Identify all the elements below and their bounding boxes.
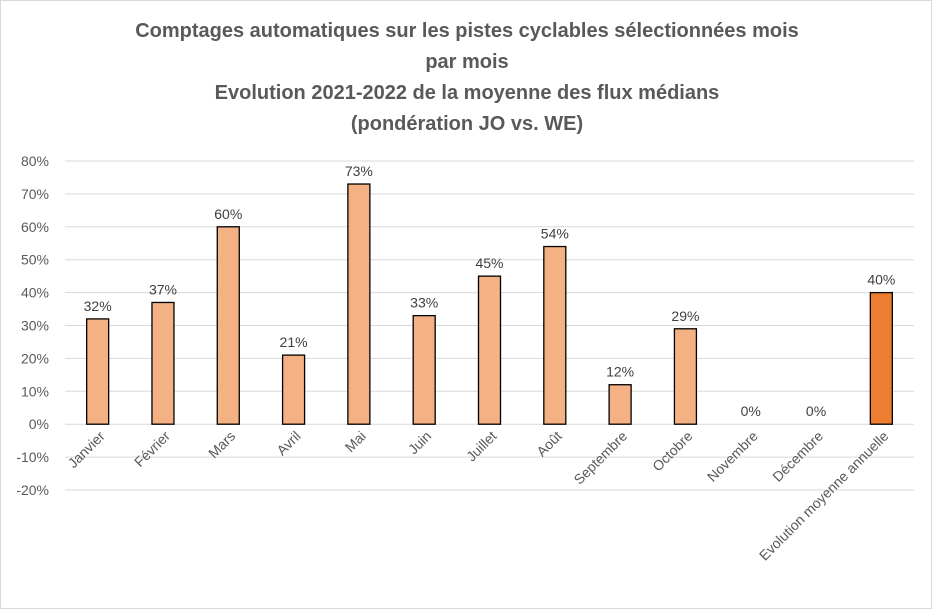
x-tick-label: Mai [342, 428, 369, 455]
data-label: 12% [606, 364, 634, 380]
y-tick-label: 30% [21, 318, 49, 334]
x-tick-label: Août [533, 428, 565, 460]
title-line-3: Evolution 2021-2022 de la moyenne des fl… [215, 82, 720, 104]
bar [216, 226, 240, 425]
x-tick-label: Octobre [649, 428, 696, 475]
data-label: 0% [806, 403, 826, 419]
data-label: 33% [410, 295, 438, 311]
x-tick-label: Evolution moyenne annuelle [756, 428, 892, 564]
x-tick-label: Septembre [570, 428, 630, 488]
y-tick-label: 20% [21, 350, 49, 366]
title-line-1: Comptages automatiques sur les pistes cy… [135, 20, 799, 42]
data-label: 45% [475, 255, 503, 271]
data-label: 73% [345, 163, 373, 179]
bar [543, 245, 567, 425]
x-tick-label: Avril [273, 428, 303, 458]
y-tick-label: 70% [21, 186, 49, 202]
y-tick-label: 60% [21, 219, 49, 235]
bar [86, 318, 110, 425]
bar [151, 301, 175, 425]
y-tick-label: 10% [21, 383, 49, 399]
x-tick-label: Juillet [463, 428, 500, 465]
data-label: 54% [541, 226, 569, 242]
y-tick-label: -20% [16, 482, 49, 498]
data-label: 37% [149, 281, 177, 297]
data-label: 40% [867, 272, 895, 288]
x-tick-label: Décembre [769, 428, 826, 485]
data-label: 0% [741, 403, 761, 419]
bar [608, 384, 632, 425]
title-line-2: par mois [425, 51, 508, 73]
x-tick-label: Janvier [65, 428, 108, 471]
y-tick-label: 50% [21, 252, 49, 268]
bar [869, 291, 893, 425]
data-label: 29% [671, 308, 699, 324]
data-label: 32% [84, 298, 112, 314]
x-tick-label: Novembre [704, 428, 761, 485]
data-label: 60% [214, 206, 242, 222]
bar [477, 275, 502, 425]
title-line-4: (pondération JO vs. WE) [351, 113, 583, 135]
chart-title: Comptages automatiques sur les pistes cy… [135, 20, 799, 135]
y-tick-label: 80% [21, 153, 49, 169]
y-tick-label: 0% [29, 416, 49, 432]
bar [347, 183, 371, 425]
x-tick-label: Juin [405, 428, 434, 457]
bar [412, 314, 436, 425]
bar [673, 328, 698, 425]
y-tick-label: 40% [21, 285, 49, 301]
x-tick-label: Mars [205, 428, 238, 461]
bar [281, 354, 306, 425]
y-tick-label: -10% [16, 449, 49, 465]
x-tick-label: Février [131, 428, 173, 470]
data-label: 21% [280, 334, 308, 350]
